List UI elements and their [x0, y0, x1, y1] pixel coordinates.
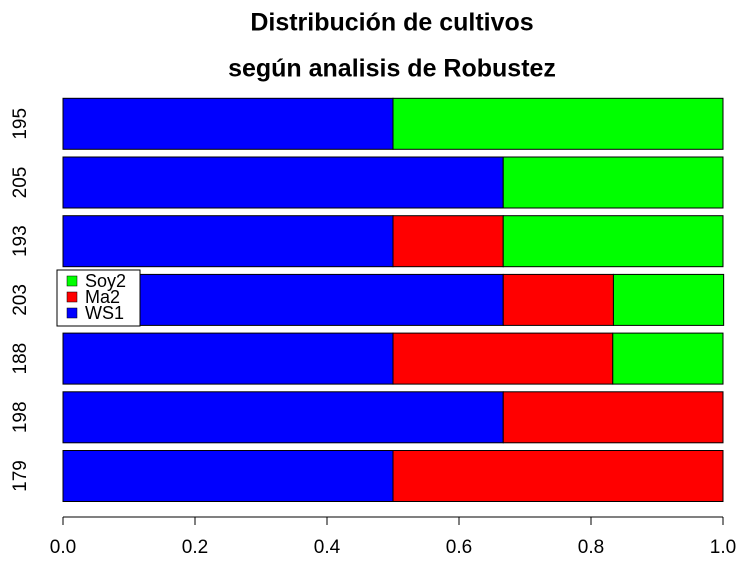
x-tick-label: 0.6	[446, 537, 472, 558]
x-tick-label: 1.0	[710, 537, 736, 558]
x-tick-label: 0.4	[314, 537, 341, 558]
y-tick-label: 198	[10, 401, 31, 433]
bar-segment	[392, 97, 724, 150]
legend-swatch	[66, 291, 78, 303]
bar-segment	[502, 391, 724, 444]
y-tick-label: 203	[10, 284, 31, 316]
bar-segment	[392, 215, 504, 268]
x-tick-label: 0.8	[578, 537, 604, 558]
y-tick-label: 188	[10, 343, 31, 375]
chart-title: Distribución de cultivos	[250, 9, 533, 37]
bar-segment	[62, 332, 394, 385]
legend-label: Ma2	[85, 287, 120, 307]
bar-segment	[62, 156, 504, 209]
bar-segment	[612, 273, 725, 326]
legend-swatch	[66, 275, 78, 287]
x-tick-label: 0.2	[182, 537, 208, 558]
bar-segment	[502, 273, 614, 326]
y-tick-label: 195	[10, 108, 31, 140]
bar-segment	[392, 332, 614, 385]
bar-segment	[392, 450, 724, 502]
x-tick-label: 0.0	[50, 537, 76, 558]
y-tick-label: 179	[10, 460, 31, 492]
chart-subtitle: según analisis de Robustez	[228, 55, 556, 83]
y-tick-label: 193	[10, 225, 31, 257]
legend-label: Soy2	[85, 271, 126, 291]
legend-label: WS1	[85, 303, 124, 323]
bar-segment	[612, 332, 724, 385]
y-tick-label: 205	[10, 167, 31, 199]
bar-segment	[62, 391, 504, 444]
bar-segment	[62, 215, 394, 268]
bar-segment	[502, 215, 724, 268]
bar-segment	[62, 450, 394, 502]
bar-segment	[502, 156, 724, 209]
bar-segment	[62, 97, 394, 150]
legend-swatch	[66, 307, 78, 319]
